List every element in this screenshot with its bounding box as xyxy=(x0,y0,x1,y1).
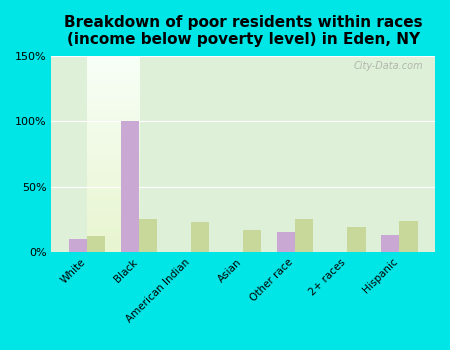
Text: City-Data.com: City-Data.com xyxy=(354,61,423,71)
Bar xyxy=(277,232,295,252)
Bar xyxy=(139,219,158,252)
Bar xyxy=(121,121,139,252)
Title: Breakdown of poor residents within races
(income below poverty level) in Eden, N: Breakdown of poor residents within races… xyxy=(64,15,423,47)
Bar xyxy=(381,235,399,252)
Bar xyxy=(87,236,105,252)
Bar xyxy=(69,239,87,252)
Bar xyxy=(191,222,209,252)
Bar xyxy=(243,230,261,252)
Bar xyxy=(347,227,365,252)
Bar xyxy=(399,220,418,252)
Bar xyxy=(295,219,314,252)
Legend: Eden, New York: Eden, New York xyxy=(156,346,330,350)
